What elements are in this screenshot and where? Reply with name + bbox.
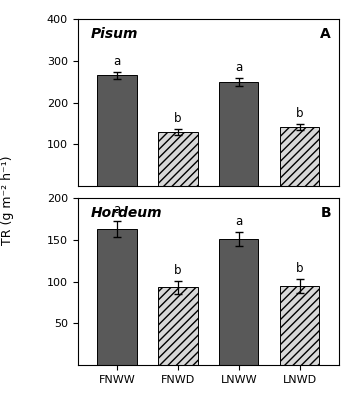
Text: b: b — [174, 264, 182, 277]
Text: a: a — [114, 55, 121, 68]
Text: b: b — [296, 107, 303, 120]
Text: a: a — [114, 203, 121, 216]
Text: Hordeum: Hordeum — [91, 206, 162, 220]
Text: a: a — [235, 61, 242, 74]
Bar — [97, 229, 137, 365]
Text: b: b — [296, 262, 303, 275]
Bar — [158, 132, 198, 186]
Text: B: B — [320, 206, 331, 220]
Text: TR (g m⁻² h⁻¹): TR (g m⁻² h⁻¹) — [1, 155, 13, 245]
Text: a: a — [235, 215, 242, 228]
Bar — [280, 286, 319, 365]
Bar — [219, 239, 258, 365]
Text: b: b — [174, 112, 182, 125]
Text: Pisum: Pisum — [91, 27, 138, 41]
Bar — [280, 127, 319, 186]
Bar — [219, 82, 258, 186]
Bar — [158, 288, 198, 365]
Text: A: A — [320, 27, 331, 41]
Bar — [97, 76, 137, 186]
